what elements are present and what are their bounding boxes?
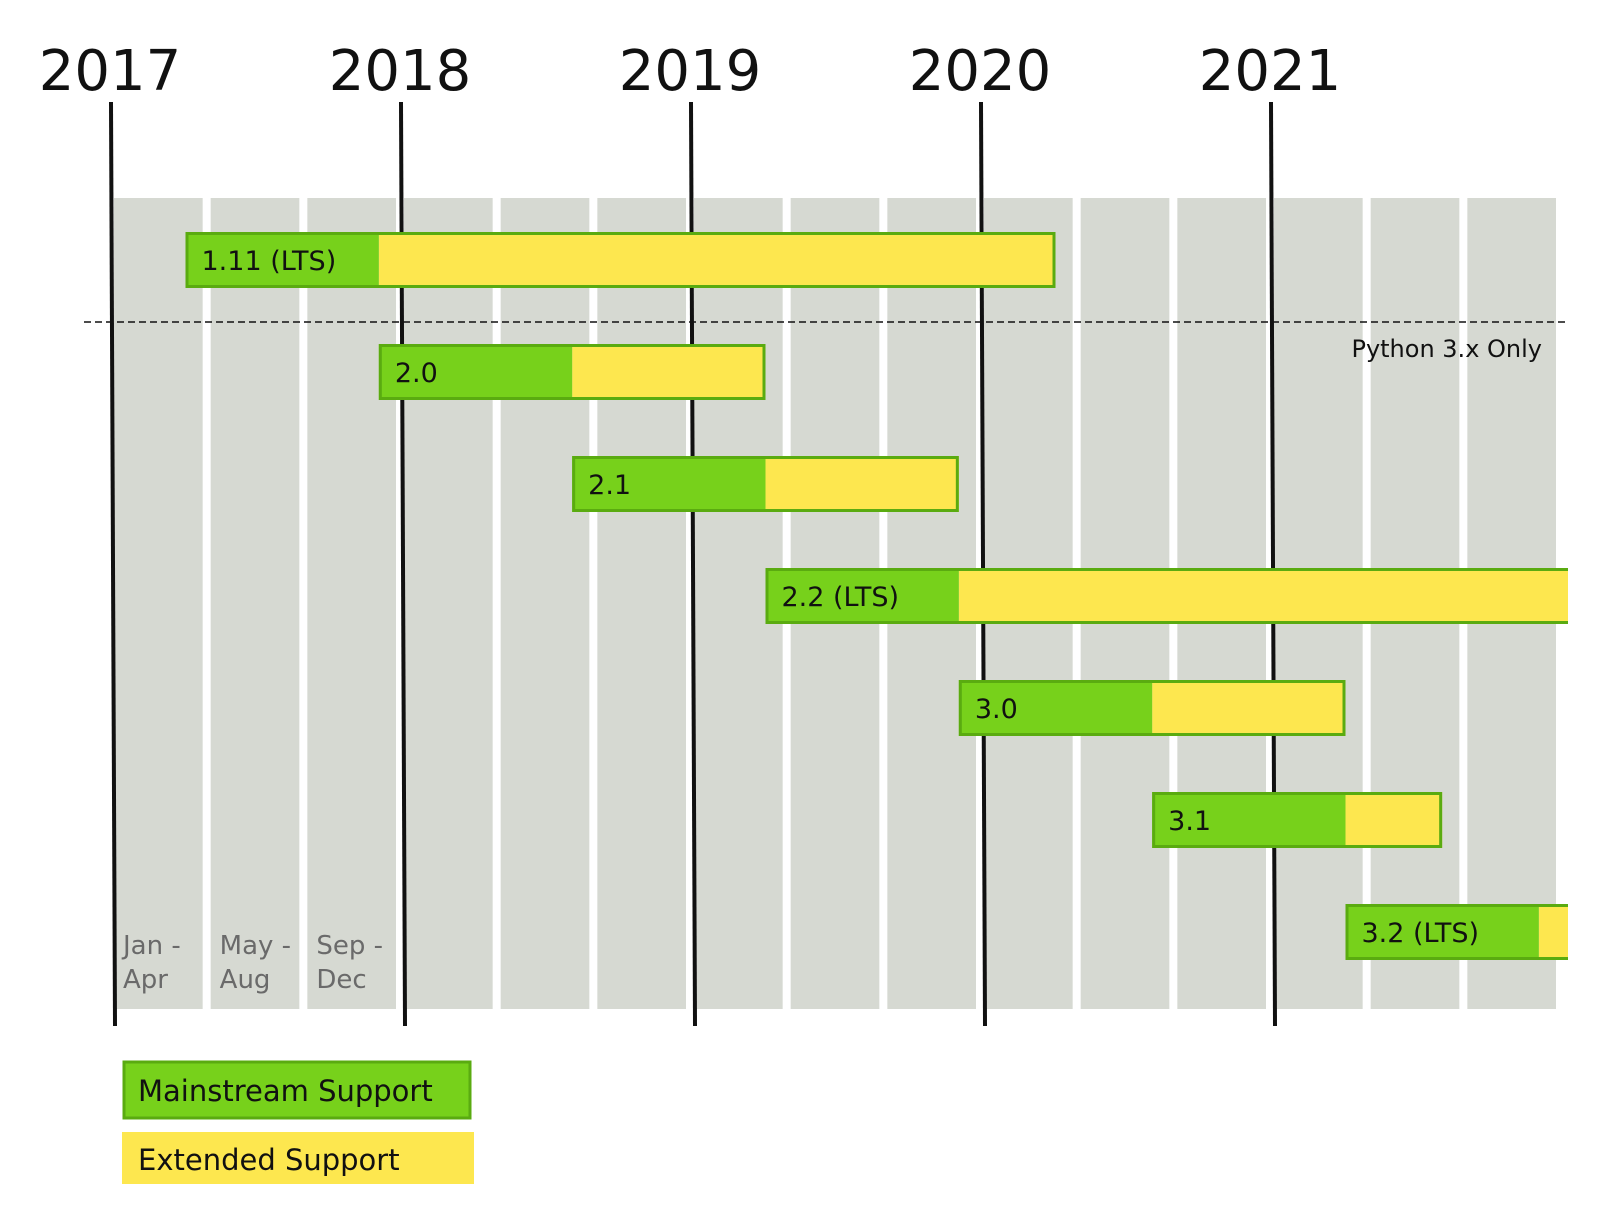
legend: Mainstream Support Extended Support — [122, 1060, 474, 1184]
extended-support-segment — [1345, 792, 1443, 848]
release-bar: 3.1 — [1152, 792, 1443, 848]
year-line — [1269, 101, 1277, 1027]
python3-only-note: Python 3.x Only — [1351, 335, 1542, 363]
release-label: 2.1 — [588, 470, 631, 501]
release-bar-border — [958, 680, 1346, 736]
legend-swatch-mainstream — [122, 1060, 472, 1120]
legend-item-mainstream: Mainstream Support — [122, 1060, 472, 1120]
period-column — [307, 198, 396, 1009]
year-line — [109, 101, 117, 1027]
release-label: 3.0 — [975, 694, 1018, 725]
period-label-start: Sep - — [316, 931, 383, 961]
extended-support-segment — [1152, 680, 1346, 736]
period-column — [500, 198, 590, 1009]
release-label: 1.11 (LTS) — [202, 246, 337, 277]
mainstream-support-segment — [958, 680, 1153, 736]
release-bar-border — [185, 232, 1056, 288]
period-label-end: Dec — [316, 965, 366, 995]
year-label: 2021 — [1199, 39, 1342, 104]
legend-swatch-extended — [122, 1132, 474, 1184]
period-column — [404, 198, 493, 1009]
release-label: 2.2 (LTS) — [782, 582, 900, 613]
release-bar: 3.0 — [958, 680, 1346, 736]
year-label: 2019 — [619, 39, 762, 104]
period-label-start: May - — [220, 931, 291, 961]
release-bar: 2.2 (LTS) — [765, 568, 1568, 624]
extended-support-segment — [378, 232, 1056, 288]
mainstream-support-segment — [378, 344, 573, 400]
year-label: 2017 — [39, 39, 182, 104]
release-bar-border — [1345, 904, 1568, 960]
year-labels: 2017 2018 2019 2020 2021 — [39, 39, 1342, 104]
release-bars: 1.11 (LTS) 2.0 2.1 2.2 (LTS) 3.0 3.1 3.2 (LTS) — [185, 232, 1568, 960]
release-bar: 2.0 — [378, 344, 766, 400]
period-column — [210, 198, 300, 1009]
release-label: 3.2 (LTS) — [1362, 918, 1480, 949]
release-bar: 3.2 (LTS) — [1345, 904, 1568, 960]
legend-label-mainstream: Mainstream Support — [138, 1074, 433, 1108]
legend-label-extended: Extended Support — [138, 1143, 400, 1177]
extended-support-segment — [1538, 904, 1568, 960]
mainstream-support-segment — [1345, 904, 1539, 960]
legend-item-extended: Extended Support — [122, 1132, 474, 1184]
release-bar: 2.1 — [572, 456, 959, 512]
release-bar-border — [1152, 792, 1443, 848]
release-bar: 1.11 (LTS) — [185, 232, 1056, 288]
period-label-start: Jan - — [121, 931, 181, 961]
extended-support-segment — [958, 568, 1568, 624]
year-label: 2020 — [909, 39, 1052, 104]
release-bar-border — [765, 568, 1568, 624]
extended-support-segment — [765, 456, 959, 512]
period-column — [597, 198, 686, 1009]
extended-support-segment — [572, 344, 766, 400]
mainstream-support-segment — [185, 232, 379, 288]
period-label-end: Aug — [220, 965, 271, 995]
mainstream-support-segment — [765, 568, 959, 624]
period-labels: Jan - Apr May - Aug Sep - Dec — [121, 931, 383, 995]
release-bar-border — [378, 344, 766, 400]
mainstream-support-segment — [572, 456, 766, 512]
mainstream-support-segment — [1152, 792, 1346, 848]
release-label: 2.0 — [395, 358, 438, 389]
period-column — [114, 198, 203, 1009]
period-label-end: Apr — [123, 965, 168, 995]
release-bar-border — [572, 456, 959, 512]
release-label: 3.1 — [1168, 806, 1211, 837]
year-label: 2018 — [329, 39, 472, 104]
